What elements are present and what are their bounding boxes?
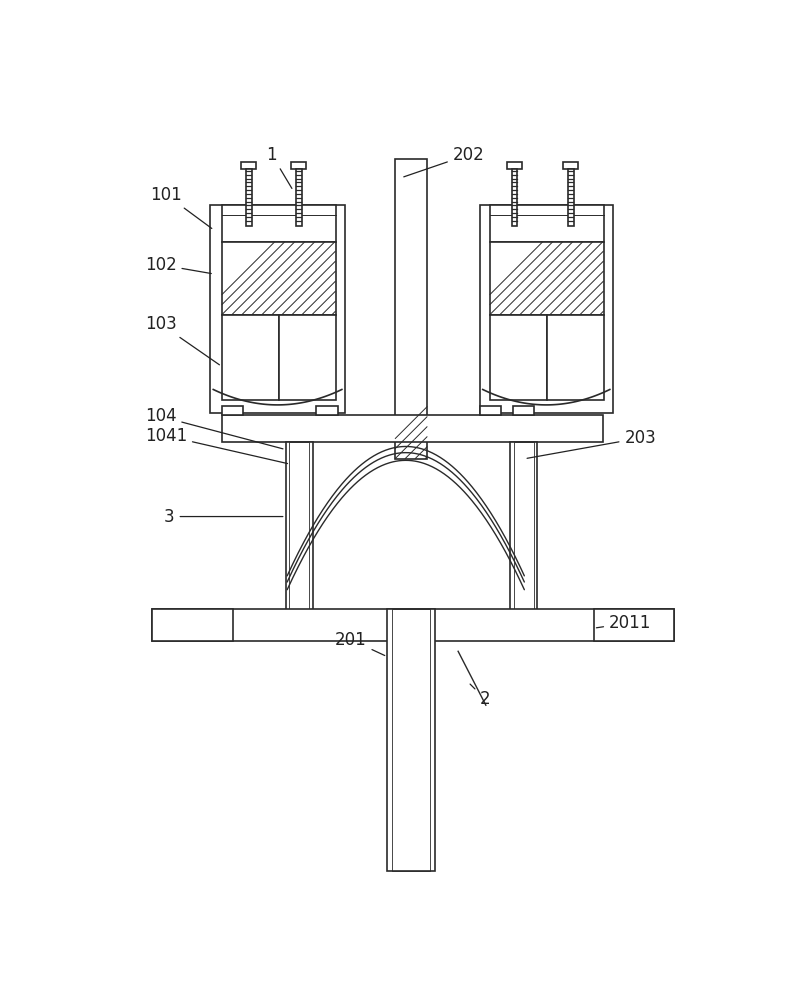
Bar [489,205,603,242]
Bar [152,609,674,641]
Bar [246,169,252,226]
Bar [506,162,521,169]
Bar [568,169,573,226]
Text: 102: 102 [144,256,211,274]
Bar [512,406,533,415]
Text: 1041: 1041 [144,427,287,464]
Bar [395,158,427,459]
Bar [221,242,335,315]
Text: 104: 104 [144,407,282,449]
Bar [221,205,335,242]
Bar [221,415,602,442]
Bar [593,609,674,641]
Bar [290,162,306,169]
Bar [510,442,537,611]
Bar [489,242,603,315]
Text: 201: 201 [334,631,384,656]
Text: 101: 101 [150,186,212,228]
Bar [278,315,335,400]
Bar [316,406,338,415]
Text: 203: 203 [526,429,655,458]
Text: 202: 202 [403,146,484,177]
Bar [210,205,345,413]
Bar [387,609,435,871]
Bar [546,315,603,400]
Text: 103: 103 [144,315,219,365]
Bar [290,442,308,611]
Text: 1: 1 [266,146,292,188]
Text: 3: 3 [164,508,282,526]
Text: 2011: 2011 [596,614,650,632]
Bar [152,609,233,641]
Bar [479,406,500,415]
Bar [221,406,243,415]
Bar [241,162,256,169]
Bar [562,162,577,169]
Bar [286,442,312,611]
Bar [221,315,278,400]
Bar [489,315,546,400]
Bar [391,609,430,871]
Bar [479,205,612,413]
Bar [512,169,516,226]
Bar [514,442,533,611]
Bar [296,169,302,226]
Text: 2: 2 [469,684,490,708]
